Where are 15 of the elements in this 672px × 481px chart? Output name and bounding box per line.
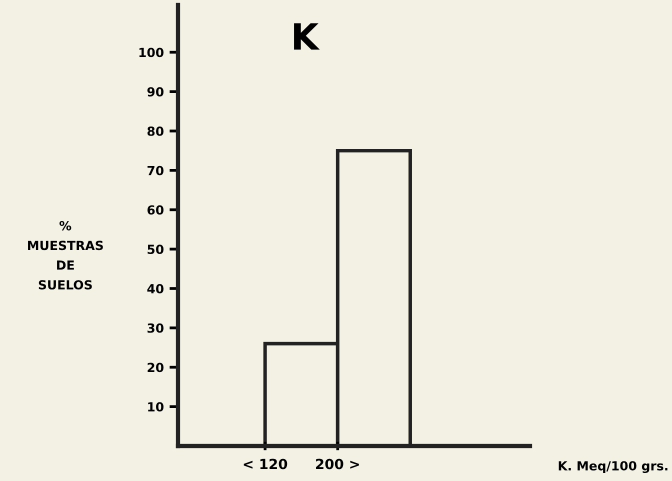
y-tick-label: 30: [148, 323, 164, 333]
y-axis-title: % MUESTRAS DE SUELOS: [28, 221, 103, 290]
text: K. Meq/100 grs.: [558, 461, 668, 474]
y-tick-label: 60: [147, 205, 164, 215]
y-tick-label: 50: [148, 244, 164, 254]
y-tick-label: 90: [147, 87, 164, 97]
x-tick-label: 200 >: [316, 458, 359, 470]
y-tick-label: 100: [139, 48, 164, 58]
y-tick-label: 10: [148, 402, 164, 412]
y-tick-label: 20: [148, 362, 164, 372]
y-tick-label: 70: [148, 166, 164, 176]
y-tick-label: 80: [147, 126, 164, 136]
y-tick-label: 40: [147, 284, 164, 294]
chart-title: K: [294, 23, 320, 50]
x-tick-label: < 120: [244, 458, 288, 470]
